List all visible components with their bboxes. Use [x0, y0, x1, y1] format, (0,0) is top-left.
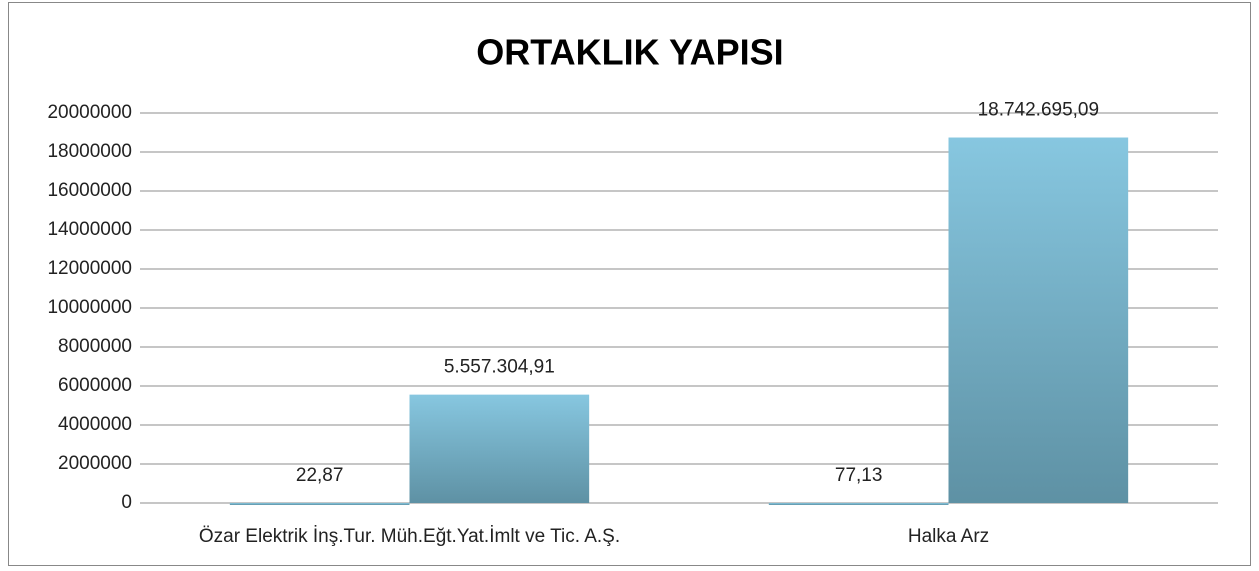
y-tick-label: 20000000 [47, 102, 132, 123]
y-tick-label: 4000000 [58, 414, 132, 435]
y-tick-label: 0 [121, 492, 132, 513]
y-tick-label: 10000000 [47, 297, 132, 318]
chart-title: ORTAKLIK YAPISI [476, 32, 783, 73]
y-tick-label: 14000000 [47, 219, 132, 240]
y-tick-label: 16000000 [47, 180, 132, 201]
bar [409, 394, 590, 503]
value-label: 18.742.695,09 [978, 100, 1100, 121]
x-tick-label: Özar Elektrik İnş.Tur. Müh.Eğt.Yat.İmlt … [199, 526, 620, 547]
value-label: 77,13 [835, 465, 883, 486]
bar [768, 502, 949, 505]
y-tick-label: 2000000 [58, 453, 132, 474]
value-label: 5.557.304,91 [444, 357, 555, 378]
y-tick-label: 8000000 [58, 336, 132, 357]
y-tick-label: 18000000 [47, 141, 132, 162]
bar [229, 502, 410, 505]
bar [948, 137, 1129, 503]
y-tick-label: 6000000 [58, 375, 132, 396]
y-tick-label: 12000000 [47, 258, 132, 279]
x-tick-label: Halka Arz [908, 526, 989, 547]
value-label: 22,87 [296, 465, 344, 486]
